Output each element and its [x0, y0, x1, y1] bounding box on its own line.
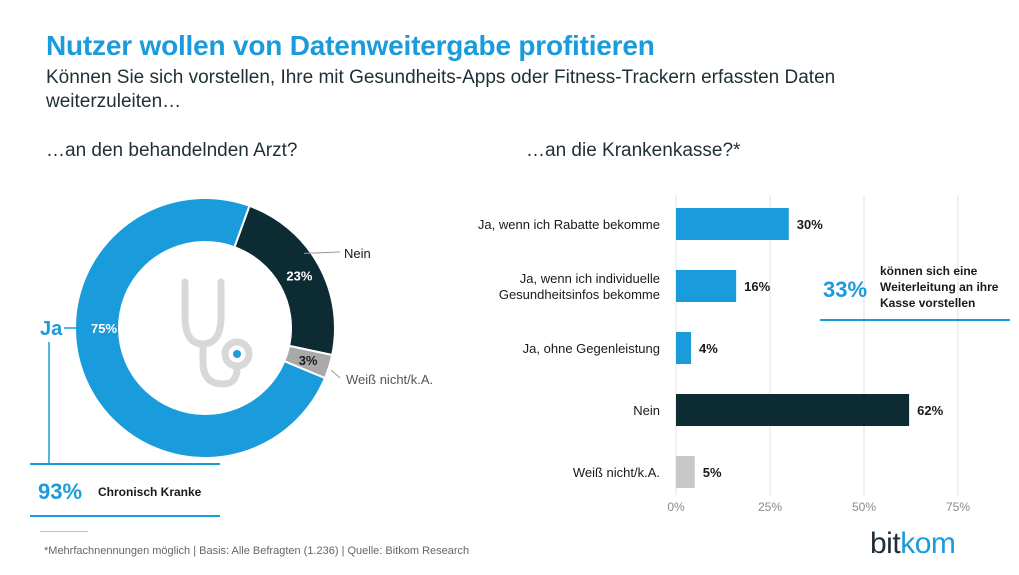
leader-line-weiss: [330, 369, 341, 379]
callout-text: können sich eine Weiterleitung an ihre K…: [880, 264, 999, 310]
bar-category-label: Ja, ohne Gegenleistung: [523, 341, 660, 356]
donut-slice: [233, 204, 336, 357]
donut-category-label: Ja: [40, 318, 63, 340]
bar-category-line: Ja, ohne Gegenleistung: [523, 341, 660, 356]
bar-category-line: Nein: [633, 403, 660, 418]
bar-chart-title: …an die Krankenkasse?*: [526, 140, 741, 161]
leader-line-nein: [303, 251, 341, 254]
stethoscope-dot: [233, 350, 241, 358]
bar-value-label: 5%: [703, 465, 722, 480]
x-tick-label: 50%: [852, 500, 876, 514]
donut-value-label: 23%: [286, 269, 312, 284]
logo-text-b: kom: [900, 527, 956, 560]
donut-category-label: Nein: [344, 246, 371, 261]
page-subtitle: Können Sie sich vorstellen, Ihre mit Ges…: [46, 67, 836, 112]
x-tick-label: 75%: [946, 500, 970, 514]
bar: [676, 332, 692, 364]
chronic-label: Chronisch Kranke: [98, 485, 202, 499]
bitkom-logo: bitkom: [870, 527, 956, 561]
callout-percent: 33%: [823, 277, 868, 302]
callout-annotation: 33% können sich eine Weiterleitung an ih…: [820, 255, 1010, 321]
donut-chart: 75% 23% 3% Ja Nein Weiß nicht/k.A.: [40, 197, 433, 463]
bar: [676, 394, 910, 426]
bar-category-line: Ja, wenn ich individuelle: [520, 271, 660, 286]
logo-text-a: bit: [870, 527, 901, 560]
bar: [676, 270, 737, 302]
bar-category-label: Weiß nicht/k.A.: [573, 465, 660, 480]
stethoscope-tubes: [181, 278, 225, 348]
donut-value-label: 3%: [299, 353, 318, 368]
bar-value-label: 30%: [797, 217, 823, 232]
footnote-divider: [40, 531, 88, 532]
donut-slice: [74, 197, 327, 459]
stethoscope-icon: [181, 278, 253, 388]
bar-chart: 0% 25% 50% 75% 30% Ja, wenn ich Rabatte bekom…: [478, 195, 970, 514]
bar-category-label: Ja, wenn ich Rabatte bekomme: [478, 217, 660, 232]
x-tick-label: 25%: [758, 500, 782, 514]
bar: [676, 208, 789, 240]
bar-category-line: Ja, wenn ich Rabatte bekomme: [478, 217, 660, 232]
donut-chart-title: …an den behandelnden Arzt?: [46, 140, 298, 161]
footnote: *Mehrfachnennungen möglich | Basis: Alle…: [44, 545, 470, 557]
bar-category-label: Nein: [633, 403, 660, 418]
donut-value-label: 75%: [91, 321, 117, 336]
x-tick-label: 0%: [667, 500, 685, 514]
bar: [676, 456, 695, 488]
page-title: Nutzer wollen von Datenweitergabe profit…: [46, 30, 655, 61]
bar-value-label: 16%: [744, 279, 770, 294]
chronic-annotation: 93% Chronisch Kranke: [30, 463, 220, 517]
bar-value-label: 4%: [699, 341, 718, 356]
donut-category-label: Weiß nicht/k.A.: [346, 372, 433, 387]
bar-category-line: Gesundheitsinfos bekomme: [499, 287, 660, 302]
chronic-percent: 93%: [38, 479, 83, 504]
bar-value-label: 62%: [917, 403, 943, 418]
stethoscope-cord: [199, 340, 241, 388]
bar-category-line: Weiß nicht/k.A.: [573, 465, 660, 480]
bar-category-label: Ja, wenn ich individuelle Gesundheitsinfo…: [499, 271, 660, 302]
stethoscope-chestpiece: [221, 338, 253, 370]
